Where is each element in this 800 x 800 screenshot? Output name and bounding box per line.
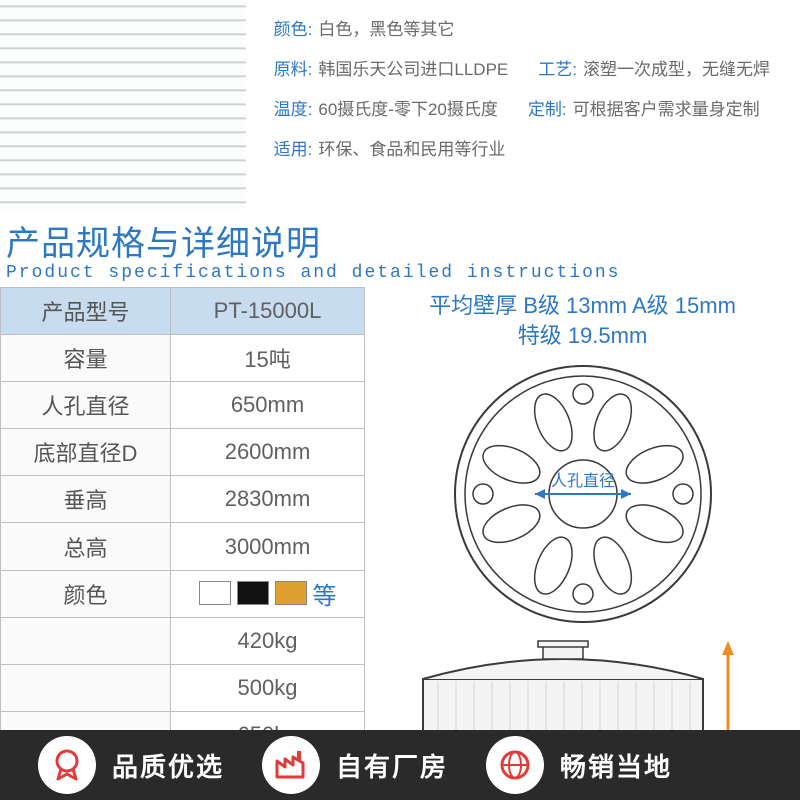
mini-specs: 颜色:白色，黑色等其它原料:韩国乐天公司进口LLDPE 工艺:滚塑一次成型，无缝无…: [246, 0, 800, 210]
table-value: 15吨: [171, 335, 365, 382]
heading-cn: 产品规格与详细说明: [6, 216, 800, 265]
table-row: 420kg: [1, 617, 365, 664]
table-row: 颜色 等: [1, 570, 365, 617]
spec-label: 定制:: [528, 90, 567, 130]
table-row: 容量15吨: [1, 335, 365, 382]
spec-label: 原料:: [274, 50, 313, 90]
table-value: PT-15000L: [171, 288, 365, 335]
table-label: 颜色: [1, 570, 171, 617]
bottom-bar: 品质优选 自有厂房 畅销当地: [0, 730, 800, 800]
footer-badge: 自有厂房: [262, 736, 448, 794]
table-label: 人孔直径: [1, 382, 171, 429]
medal-icon: [38, 736, 96, 794]
table-value: 500kg: [171, 664, 365, 711]
table-label: 底部直径D: [1, 429, 171, 476]
globe-icon: [486, 736, 544, 794]
spec-pair: 适用:环保、食品和民用等行业: [274, 130, 506, 170]
spec-label: 温度:: [274, 90, 313, 130]
mid-section: 产品型号PT-15000L容量15吨人孔直径650mm底部直径D2600mm垂高…: [0, 287, 800, 759]
footer-badge: 畅销当地: [486, 736, 672, 794]
spec-value: 滚塑一次成型，无缝无焊: [583, 50, 770, 90]
table-label: [1, 664, 171, 711]
spec-pair: 定制:可根据客户需求量身定制: [528, 90, 760, 130]
spec-pair: 原料:韩国乐天公司进口LLDPE: [274, 50, 509, 90]
tank-top-diagram: 人孔直径: [433, 359, 733, 629]
spec-value: 60摄氏度-零下20摄氏度: [318, 90, 497, 130]
tank-illustration: [0, 0, 246, 210]
footer-badge-text: 自有厂房: [336, 747, 448, 784]
wall-thickness-line2: 特级 19.5mm: [373, 321, 792, 351]
top-section: 颜色:白色，黑色等其它原料:韩国乐天公司进口LLDPE 工艺:滚塑一次成型，无缝无…: [0, 0, 800, 210]
spec-pair: 颜色:白色，黑色等其它: [274, 10, 455, 50]
footer-badge: 品质优选: [38, 736, 224, 794]
color-swatch: [275, 581, 307, 605]
spec-row: 温度:60摄氏度-零下20摄氏度定制:可根据客户需求量身定制: [274, 90, 800, 130]
table-label: 垂高: [1, 476, 171, 523]
spec-label: 颜色:: [274, 10, 313, 50]
table-label: 产品型号: [1, 288, 171, 335]
table-label: [1, 617, 171, 664]
spec-pair: 工艺:滚塑一次成型，无缝无焊: [538, 50, 770, 90]
factory-icon: [262, 736, 320, 794]
table-label: 容量: [1, 335, 171, 382]
table-row: 500kg: [1, 664, 365, 711]
table-value: 等: [171, 570, 365, 617]
color-swatch: [199, 581, 231, 605]
product-photo: [0, 0, 246, 210]
spec-row: 适用:环保、食品和民用等行业: [274, 130, 800, 170]
table-row: 底部直径D2600mm: [1, 429, 365, 476]
table-value: 3000mm: [171, 523, 365, 570]
swatch-suffix: 等: [313, 576, 337, 611]
table-value: 2600mm: [171, 429, 365, 476]
table-value: 650mm: [171, 382, 365, 429]
spec-value: 韩国乐天公司进口LLDPE: [318, 50, 508, 90]
wall-thickness-line1: 平均壁厚 B级 13mm A级 15mm: [373, 291, 792, 321]
spec-row: 颜色:白色，黑色等其它: [274, 10, 800, 50]
section-heading: 产品规格与详细说明 Product specifications and det…: [0, 216, 800, 283]
table-row: 垂高2830mm: [1, 476, 365, 523]
footer-badge-text: 畅销当地: [560, 747, 672, 784]
table-row: 产品型号PT-15000L: [1, 288, 365, 335]
spec-label: 工艺:: [538, 50, 577, 90]
table-value: 420kg: [171, 617, 365, 664]
footer-badge-text: 品质优选: [112, 747, 224, 784]
color-swatch: [237, 581, 269, 605]
spec-pair: 温度:60摄氏度-零下20摄氏度: [274, 90, 498, 130]
table-row: 总高3000mm: [1, 523, 365, 570]
table-value: 2830mm: [171, 476, 365, 523]
spec-value: 环保、食品和民用等行业: [318, 130, 505, 170]
heading-en: Product specifications and detailed inst…: [6, 263, 800, 283]
spec-table: 产品型号PT-15000L容量15吨人孔直径650mm底部直径D2600mm垂高…: [0, 287, 365, 759]
color-swatches: 等: [199, 576, 337, 611]
diagram-area: 平均壁厚 B级 13mm A级 15mm 特级 19.5mm 人孔直径 总高: [365, 287, 800, 759]
spec-value: 白色，黑色等其它: [318, 10, 454, 50]
table-label: 总高: [1, 523, 171, 570]
spec-label: 适用:: [274, 130, 313, 170]
manhole-label: 人孔直径: [550, 472, 614, 490]
spec-value: 可根据客户需求量身定制: [573, 90, 760, 130]
spec-row: 原料:韩国乐天公司进口LLDPE 工艺:滚塑一次成型，无缝无焊: [274, 50, 800, 90]
table-row: 人孔直径650mm: [1, 382, 365, 429]
